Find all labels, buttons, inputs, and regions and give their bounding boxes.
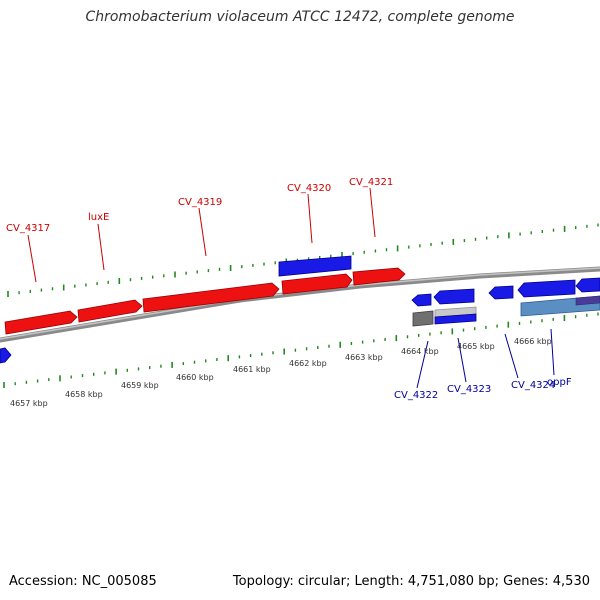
gene-reverse-upper-large[interactable] xyxy=(278,255,352,277)
kbp-label: 4660 kbp xyxy=(176,373,214,382)
ruler-lower xyxy=(3,312,599,388)
gene-label-cv4324[interactable]: CV_4324 xyxy=(511,380,555,391)
gene-purple-right[interactable] xyxy=(575,295,600,306)
gene-reverse-cv4323-lower[interactable] xyxy=(434,313,477,325)
kbp-label: 4661 kbp xyxy=(233,365,271,374)
ruler-upper xyxy=(7,223,599,297)
gene-forward-cv4319[interactable] xyxy=(142,282,280,313)
gene-reverse-cv4324-small[interactable] xyxy=(488,285,514,300)
gene-forward-luxe[interactable] xyxy=(77,299,143,323)
gene-labels: CV_4317 luxE CV_4319 CV_4320 CV_4321 CV_… xyxy=(6,177,572,401)
kbp-label: 4666 kbp xyxy=(514,337,552,346)
kbp-label: 4659 kbp xyxy=(121,381,159,390)
kbp-label: 4664 kbp xyxy=(401,347,439,356)
forward-genes xyxy=(4,267,406,335)
accession-text: Accession: NC_005085 xyxy=(9,574,157,589)
gene-label-cv4323[interactable]: CV_4323 xyxy=(447,384,491,395)
genome-summary-text: Topology: circular; Length: 4,751,080 bp… xyxy=(232,574,590,589)
kbp-label: 4657 kbp xyxy=(10,399,48,408)
gene-label-luxe[interactable]: luxE xyxy=(88,212,109,223)
gene-label-cv4319[interactable]: CV_4319 xyxy=(178,197,222,208)
gene-forward-cv4321[interactable] xyxy=(352,267,406,286)
gene-label-cv4317[interactable]: CV_4317 xyxy=(6,223,50,234)
gene-gray-cv4322[interactable] xyxy=(412,310,434,327)
reverse-genes xyxy=(0,255,600,364)
gene-reverse-cv4322-upper[interactable] xyxy=(433,288,475,305)
label-leaders xyxy=(27,187,555,389)
position-labels: 4657 kbp 4658 kbp 4659 kbp 4660 kbp 4661… xyxy=(10,337,552,408)
kbp-label: 4662 kbp xyxy=(289,359,327,368)
gene-forward-cv4317[interactable] xyxy=(4,310,78,335)
gene-reverse-right-edge[interactable] xyxy=(575,277,600,293)
gene-forward-cv4320[interactable] xyxy=(281,273,353,295)
gene-reverse-far-left[interactable] xyxy=(0,347,12,364)
gene-reverse-left-small[interactable] xyxy=(411,293,432,307)
kbp-label: 4658 kbp xyxy=(65,390,103,399)
gene-label-cv4320[interactable]: CV_4320 xyxy=(287,183,331,194)
gene-label-cv4322[interactable]: CV_4322 xyxy=(394,390,438,401)
kbp-label: 4663 kbp xyxy=(345,353,383,362)
gene-reverse-oppf-upper[interactable] xyxy=(517,279,576,298)
gene-label-cv4321[interactable]: CV_4321 xyxy=(349,177,393,188)
genome-backbone xyxy=(0,266,600,343)
gene-label-oppf[interactable]: oppF xyxy=(547,377,572,388)
map-title: Chromobacterium violaceum ATCC 12472, co… xyxy=(85,9,515,25)
kbp-label: 4665 kbp xyxy=(457,342,495,351)
